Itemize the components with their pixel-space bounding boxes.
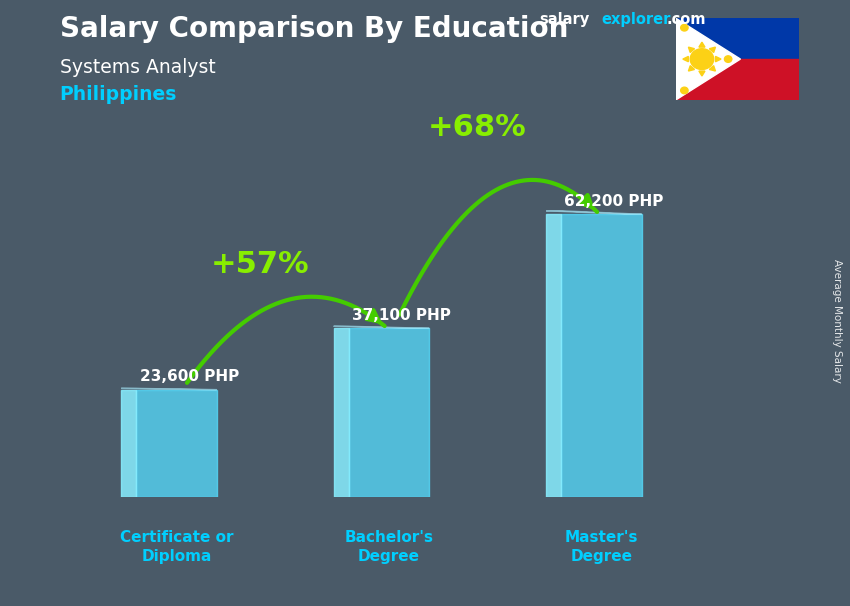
Text: Average Monthly Salary: Average Monthly Salary [832, 259, 842, 383]
Text: +68%: +68% [428, 113, 526, 142]
Polygon shape [122, 390, 136, 497]
Polygon shape [547, 211, 642, 215]
Circle shape [690, 48, 714, 70]
Polygon shape [688, 47, 694, 53]
Text: Systems Analyst: Systems Analyst [60, 58, 215, 76]
Text: 62,200 PHP: 62,200 PHP [564, 194, 664, 208]
Text: Certificate or
Diploma: Certificate or Diploma [120, 530, 233, 564]
Polygon shape [333, 328, 348, 497]
Text: Bachelor's
Degree: Bachelor's Degree [344, 530, 434, 564]
Bar [561, 215, 642, 497]
Text: Master's
Degree: Master's Degree [564, 530, 638, 564]
Text: Salary Comparison By Education: Salary Comparison By Education [60, 15, 568, 43]
Polygon shape [333, 326, 429, 328]
Bar [348, 328, 429, 497]
Bar [136, 390, 217, 497]
Bar [676, 59, 799, 100]
Polygon shape [688, 65, 694, 71]
Text: Philippines: Philippines [60, 85, 177, 104]
Polygon shape [683, 56, 689, 62]
Circle shape [681, 24, 688, 31]
Text: salary: salary [540, 12, 590, 27]
Polygon shape [547, 215, 561, 497]
Circle shape [724, 56, 732, 62]
Polygon shape [122, 388, 217, 390]
Circle shape [681, 87, 688, 94]
Text: +57%: +57% [211, 250, 309, 279]
Polygon shape [710, 47, 716, 53]
Polygon shape [710, 65, 716, 71]
Polygon shape [699, 42, 705, 47]
Text: 37,100 PHP: 37,100 PHP [352, 308, 451, 323]
Text: explorer: explorer [602, 12, 672, 27]
Polygon shape [699, 71, 705, 76]
Text: 23,600 PHP: 23,600 PHP [139, 369, 239, 384]
Text: .com: .com [666, 12, 705, 27]
Bar [676, 18, 799, 59]
Polygon shape [716, 56, 721, 62]
Polygon shape [676, 18, 740, 100]
